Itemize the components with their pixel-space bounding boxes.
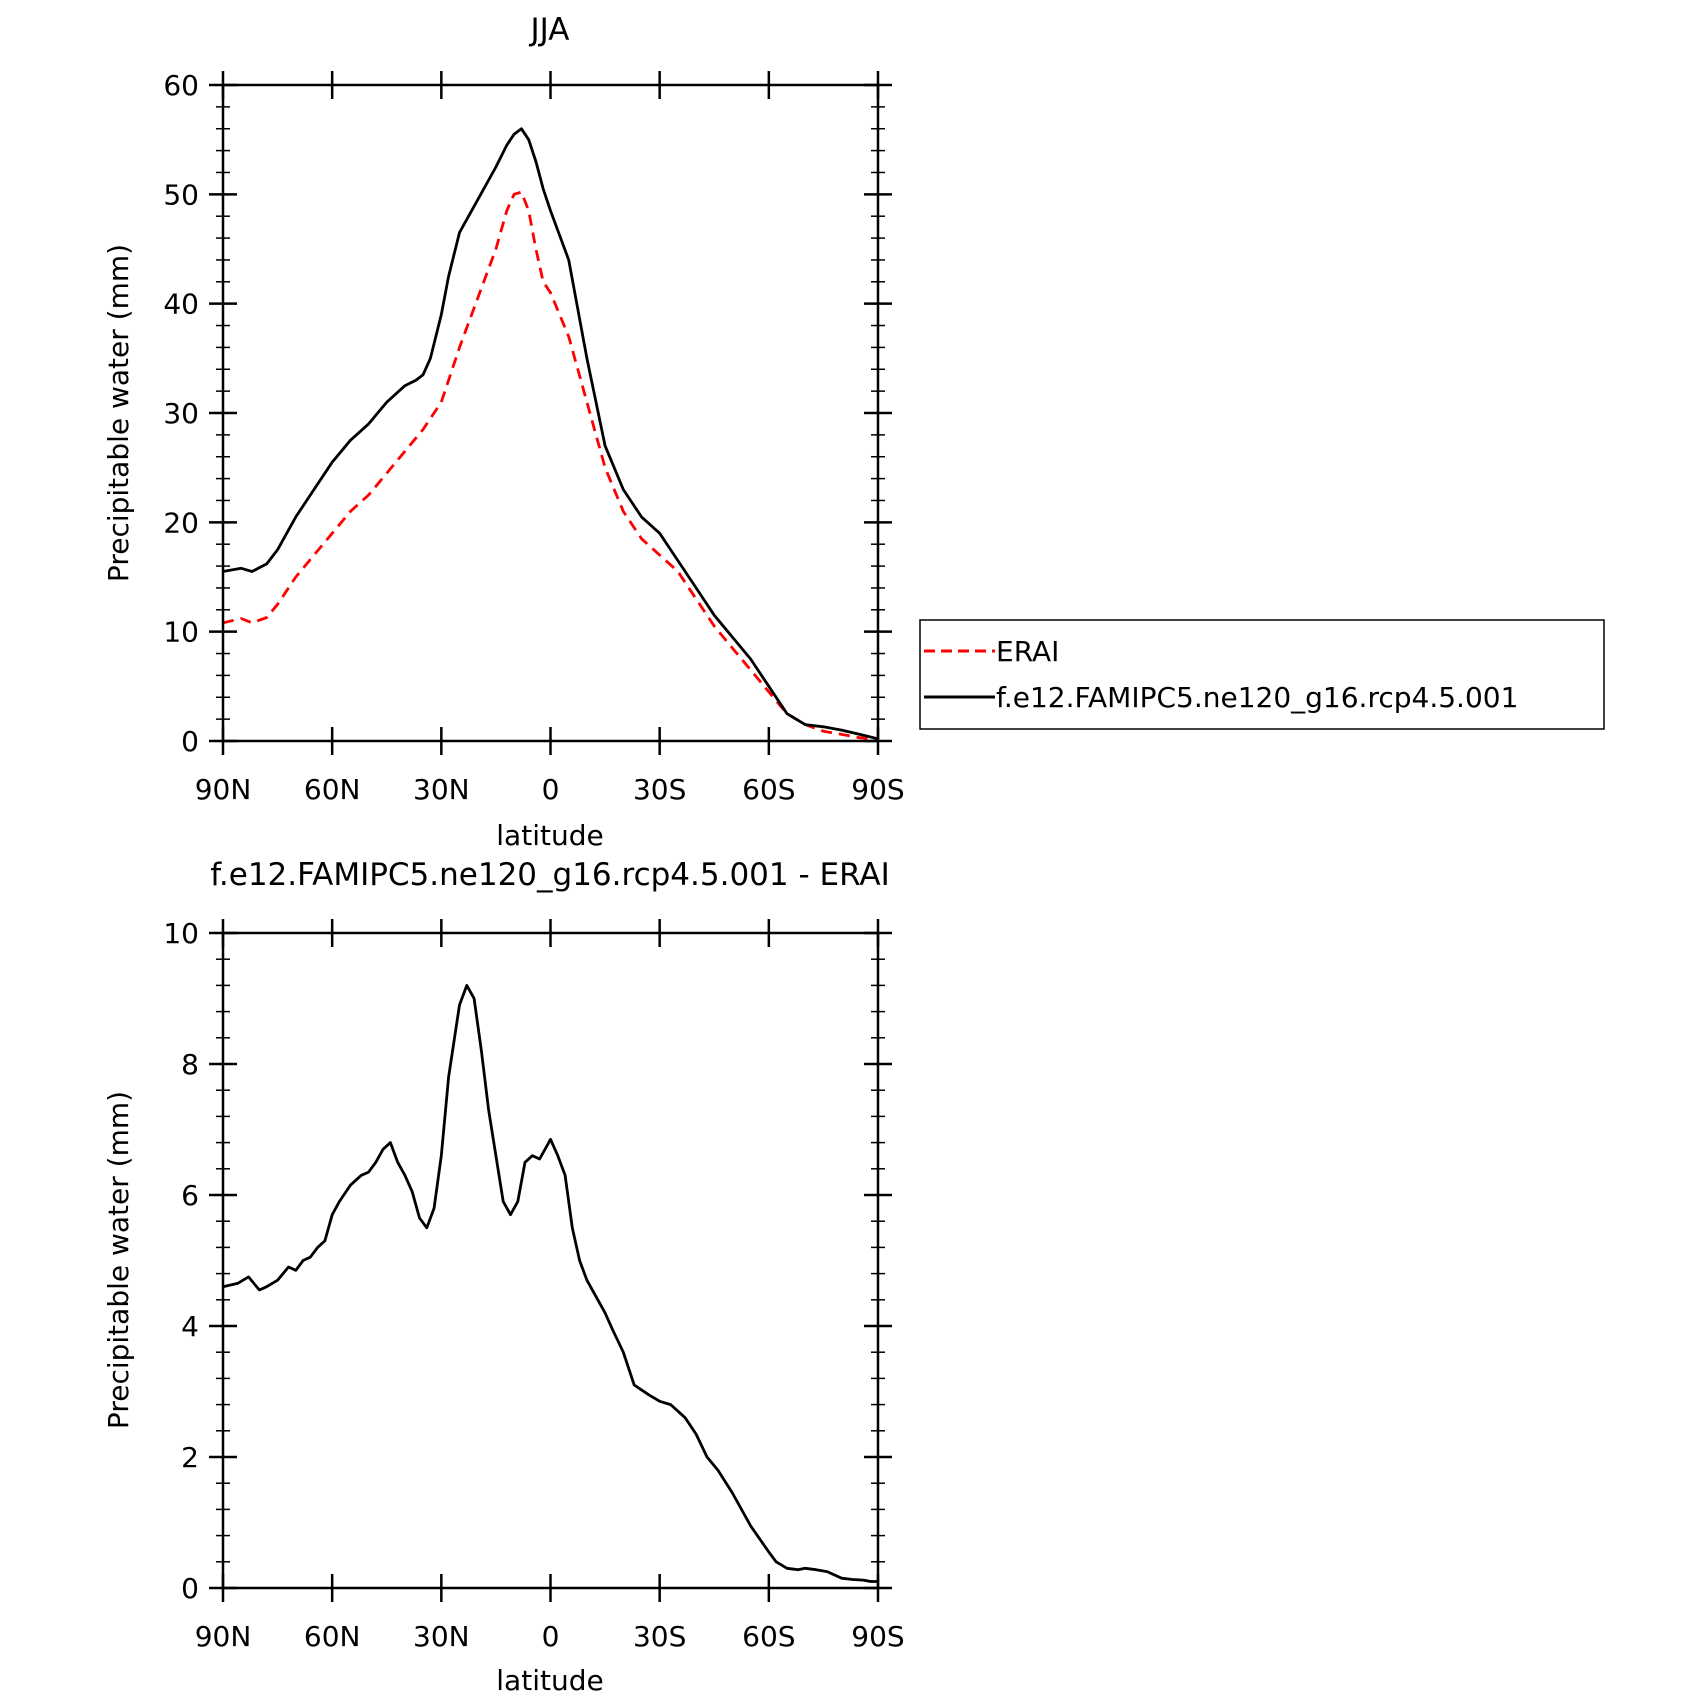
x-tick-label: 0 xyxy=(542,773,560,806)
y-tick-label: 8 xyxy=(181,1048,199,1081)
y-axis-label: Precipitable water (mm) xyxy=(102,1091,135,1429)
y-tick-label: 10 xyxy=(163,917,199,950)
y-minor-ticks xyxy=(216,958,885,1563)
x-axis-label: latitude xyxy=(496,819,603,852)
x-tick-label: 30S xyxy=(633,1620,686,1653)
y-tick-label: 50 xyxy=(163,178,199,211)
series-lines xyxy=(222,127,879,742)
chart-title: JJA xyxy=(529,12,570,48)
x-tick-label: 90N xyxy=(195,1620,252,1653)
x-tick-label: 30S xyxy=(633,773,686,806)
series-lines xyxy=(222,984,878,1583)
y-tick-label: 60 xyxy=(163,69,199,102)
y-tick-label: 10 xyxy=(163,616,199,649)
legend-label-erai: ERAI xyxy=(996,635,1059,668)
y-tick-label: 2 xyxy=(181,1441,199,1474)
chart-title: f.e12.FAMIPC5.ne120_g16.rcp4.5.001 - ERA… xyxy=(210,857,889,893)
x-tick-label: 60N xyxy=(304,773,361,806)
x-tick-label: 60S xyxy=(742,773,795,806)
legend: ERAI f.e12.FAMIPC5.ne120_g16.rcp4.5.001 xyxy=(919,619,1605,730)
x-tick-label: 90S xyxy=(851,773,904,806)
x-tick-label: 90S xyxy=(851,1620,904,1653)
x-tick-label: 60S xyxy=(742,1620,795,1653)
ticks: 0 2 4 6 8 10 90N 60N 30N 0 30S 60S 90S xyxy=(163,917,904,1653)
y-tick-label: 20 xyxy=(163,506,199,539)
y-minor-ticks xyxy=(216,106,885,720)
x-tick-label: 0 xyxy=(542,1620,560,1653)
series-line-erai xyxy=(222,190,879,742)
ticks: 0 10 20 30 40 50 60 90N 60N 30N 0 30S 60S 90S xyxy=(163,69,904,806)
plot-frame xyxy=(221,83,880,743)
panel-bottom: f.e12.FAMIPC5.ne120_g16.rcp4.5.001 - ERA… xyxy=(102,857,905,1696)
plot-frame xyxy=(221,931,880,1590)
y-tick-label: 0 xyxy=(181,1572,199,1605)
x-tick-label: 60N xyxy=(304,1620,361,1653)
legend-label-model: f.e12.FAMIPC5.ne120_g16.rcp4.5.001 xyxy=(996,681,1518,714)
y-tick-label: 40 xyxy=(163,288,199,321)
series-line-model xyxy=(222,127,879,741)
y-axis-label: Precipitable water (mm) xyxy=(102,244,135,582)
y-tick-label: 6 xyxy=(181,1179,199,1212)
y-tick-label: 4 xyxy=(181,1310,199,1343)
legend-box xyxy=(919,619,1605,730)
y-tick-label: 0 xyxy=(181,725,199,758)
series-line-difference xyxy=(222,984,878,1583)
x-tick-label: 30N xyxy=(413,773,470,806)
x-axis-label: latitude xyxy=(496,1664,603,1691)
x-tick-label: 30N xyxy=(413,1620,470,1653)
y-tick-label: 30 xyxy=(163,397,199,430)
x-tick-label: 90N xyxy=(195,773,252,806)
panel-top: JJA 0 10 20 30 40 50 60 90N 60N 30N 0 30S 60S 90S lat… xyxy=(102,12,1605,852)
